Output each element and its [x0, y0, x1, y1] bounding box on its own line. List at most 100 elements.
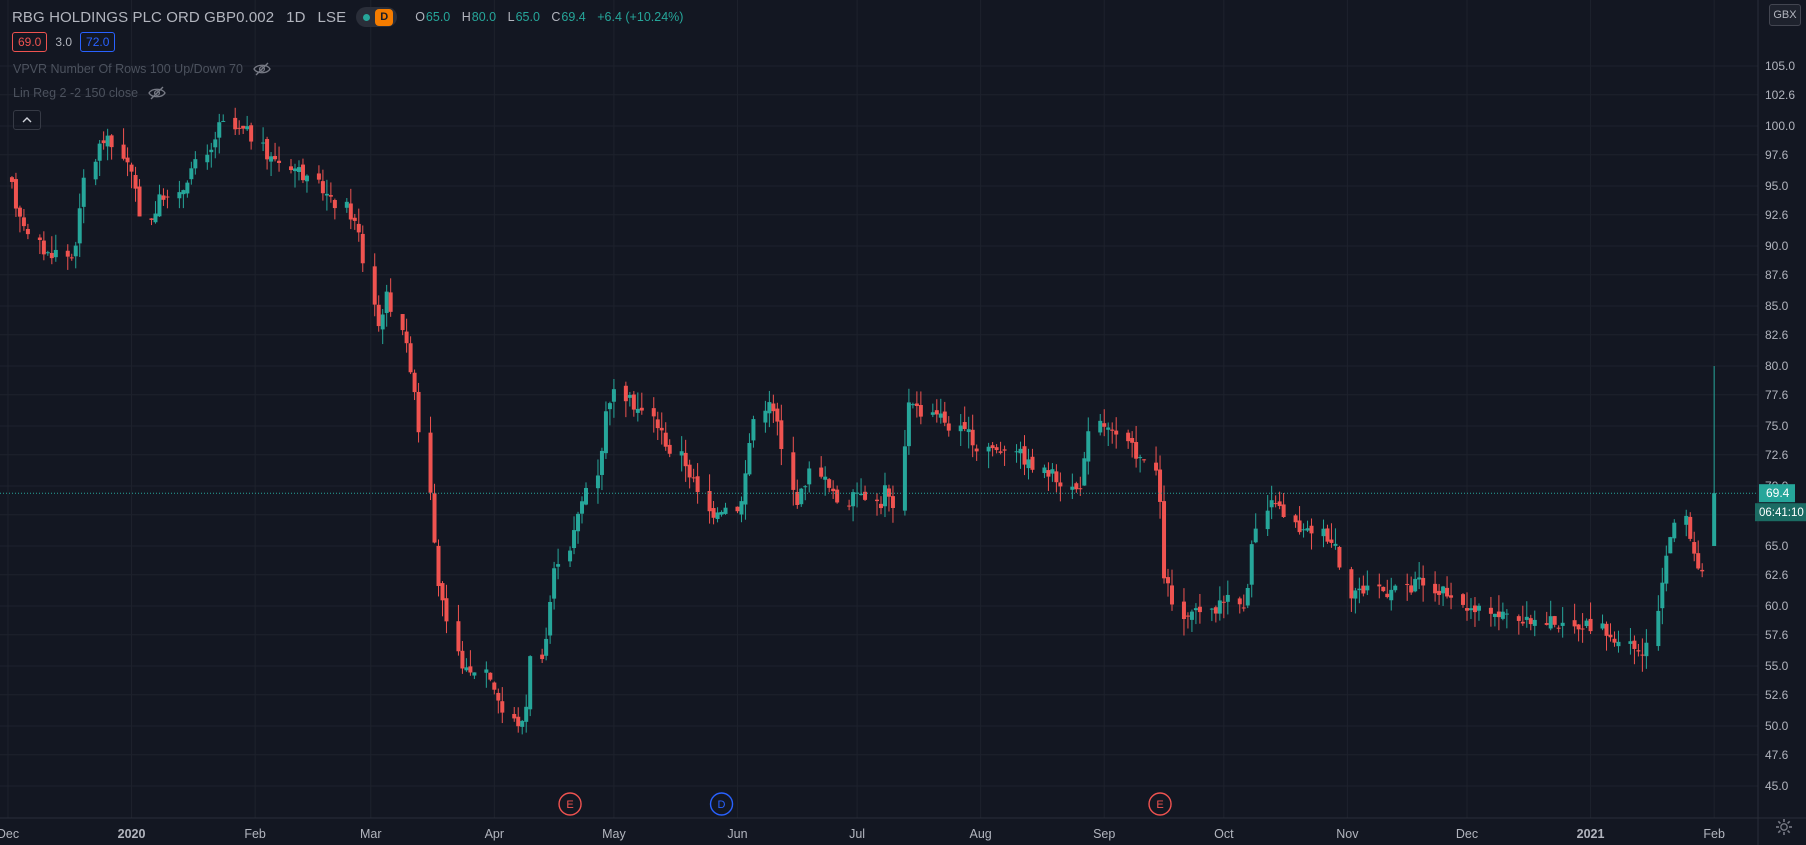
candle-body: [1361, 585, 1366, 594]
candle-body: [1170, 585, 1174, 605]
y-tick-label: 72.6: [1765, 448, 1789, 462]
candle-body: [161, 195, 166, 200]
currency-label[interactable]: GBX: [1769, 4, 1801, 26]
candle-body: [1050, 469, 1055, 474]
candle-body: [213, 139, 218, 148]
svg-text:D: D: [718, 799, 726, 811]
ask-level[interactable]: 72.0: [80, 32, 116, 52]
eye-crossed-icon[interactable]: [148, 86, 166, 100]
gear-icon[interactable]: [1774, 817, 1794, 837]
candle-body: [233, 117, 238, 130]
candle-body: [695, 476, 700, 492]
candle-body: [763, 410, 768, 423]
x-tick-label: Nov: [1336, 827, 1359, 841]
indicator-vpvr[interactable]: VPVR Number Of Rows 100 Up/Down 70: [13, 62, 271, 76]
candle-body: [1014, 451, 1019, 453]
candle-body: [9, 177, 14, 182]
candle-body: [1217, 600, 1222, 614]
candle-body: [1640, 654, 1645, 656]
bid-level[interactable]: 69.0: [12, 32, 48, 52]
candle-body: [1445, 587, 1450, 597]
candle-body: [1409, 585, 1414, 593]
candle-body: [1333, 543, 1338, 546]
candle-body: [544, 638, 549, 656]
time-axis[interactable]: Dec 2020 Feb Mar Apr May Jun Jul Aug Sep Oct Nov Dec…: [0, 827, 1725, 841]
candle-body: [265, 139, 270, 160]
candle-body: [1632, 640, 1637, 649]
candle-body: [1377, 584, 1382, 587]
candle-body: [994, 447, 999, 451]
candle-body: [998, 451, 1003, 453]
market-open-dot-icon: [363, 13, 371, 21]
candle-body: [388, 292, 393, 312]
candle-body: [655, 419, 660, 429]
earnings-event-marker[interactable]: E: [1148, 792, 1172, 816]
candle-body: [1405, 583, 1410, 585]
x-tick-label: Feb: [1703, 827, 1725, 841]
candle-body: [440, 583, 445, 601]
symbol-title[interactable]: RBG HOLDINGS PLC ORD GBP0.002: [12, 8, 275, 26]
candle-body: [1556, 627, 1561, 629]
ohlc-values: O65.0 H80.0 L65.0 C69.4 +6.4 (+10.24%): [415, 10, 684, 24]
candle-body: [918, 404, 923, 417]
candle-body: [316, 173, 321, 180]
candle-body: [659, 427, 664, 431]
candle-body: [878, 503, 883, 509]
candle-body: [1532, 619, 1537, 626]
candle-body: [635, 408, 640, 413]
candle-body: [1110, 429, 1115, 431]
candle-body: [548, 601, 553, 636]
candle-body: [827, 479, 832, 488]
candle-body: [1126, 432, 1131, 442]
chart-legend: RBG HOLDINGS PLC ORD GBP0.002 1D LSE D O…: [12, 6, 691, 28]
chevron-up-icon: [22, 117, 32, 123]
candle-body: [1504, 613, 1509, 615]
candle-body: [1078, 488, 1083, 490]
candle-body: [165, 196, 170, 198]
y-tick-label: 77.6: [1765, 388, 1789, 402]
candle-body: [376, 304, 381, 327]
candle-body: [1668, 537, 1673, 554]
candle-body: [261, 142, 266, 144]
candle-body: [53, 249, 58, 258]
candle-body: [584, 487, 588, 505]
candle-body: [1524, 616, 1529, 620]
candle-body: [1544, 623, 1549, 625]
candle-body: [404, 331, 409, 344]
candle-body: [1552, 616, 1557, 625]
candle-body: [1449, 595, 1454, 598]
candle-body: [580, 501, 585, 514]
candle-body: [1365, 585, 1370, 591]
candles: [9, 107, 1717, 735]
candle-body: [412, 372, 417, 393]
candle-body: [1393, 585, 1398, 591]
candle-body: [1030, 456, 1035, 470]
candle-body: [1245, 587, 1250, 606]
collapse-indicators-button[interactable]: [13, 110, 41, 130]
interval-label[interactable]: 1D: [286, 8, 306, 26]
candle-body: [237, 127, 242, 129]
candle-body: [137, 186, 142, 217]
y-tick-label: 65.0: [1765, 539, 1789, 553]
x-tick-label: Jul: [849, 827, 865, 841]
indicator-linreg[interactable]: Lin Reg 2 -2 150 close: [13, 86, 166, 100]
candle-body: [803, 486, 808, 488]
eye-crossed-icon[interactable]: [253, 62, 271, 76]
candle-body: [289, 166, 294, 171]
candle-body: [245, 126, 250, 130]
candle-body: [751, 419, 756, 441]
market-status-pill[interactable]: D: [356, 7, 398, 27]
candle-body: [1213, 607, 1218, 614]
close-value: 69.4: [561, 10, 586, 24]
indicator-vpvr-label: VPVR Number Of Rows 100 Up/Down 70: [13, 62, 243, 76]
candle-body: [352, 217, 357, 221]
candle-body: [1142, 459, 1147, 461]
dividend-event-marker[interactable]: D: [709, 792, 734, 816]
last-price-tag[interactable]: [1759, 484, 1795, 503]
candle-body: [855, 492, 860, 494]
earnings-event-marker[interactable]: E: [558, 792, 582, 816]
candle-body: [823, 476, 828, 480]
candle-body: [488, 672, 493, 680]
candle-body: [1325, 528, 1330, 542]
